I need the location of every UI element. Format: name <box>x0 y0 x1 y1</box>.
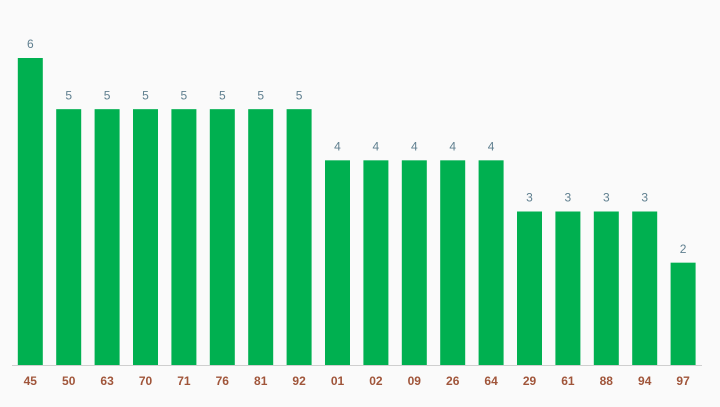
x-tick-label: 71 <box>177 374 191 388</box>
bar <box>555 211 581 365</box>
x-tick-label: 70 <box>139 374 153 388</box>
value-label: 4 <box>488 140 495 154</box>
x-tick-label: 81 <box>254 374 268 388</box>
x-tick-label: 45 <box>24 374 38 388</box>
value-label: 4 <box>373 140 380 154</box>
bar <box>248 109 274 366</box>
x-tick-label: 97 <box>676 374 690 388</box>
x-tick-label: 88 <box>600 374 614 388</box>
value-label: 3 <box>565 191 572 205</box>
value-label: 4 <box>411 140 418 154</box>
value-label: 4 <box>449 140 456 154</box>
value-label: 5 <box>142 88 149 102</box>
bar <box>517 211 542 365</box>
bar <box>593 211 619 365</box>
x-tick-label: 64 <box>484 374 498 388</box>
value-label: 5 <box>181 88 188 102</box>
bar <box>171 109 197 366</box>
bar <box>133 109 158 366</box>
x-tick-label: 94 <box>638 374 652 388</box>
x-tick-label: 63 <box>100 374 114 388</box>
value-label: 2 <box>680 242 687 256</box>
bar <box>286 109 312 366</box>
value-label: 4 <box>334 140 341 154</box>
x-tick-label: 09 <box>408 374 422 388</box>
bar <box>94 109 120 366</box>
value-label: 6 <box>27 37 34 51</box>
value-label: 3 <box>603 191 610 205</box>
value-label: 5 <box>65 88 72 102</box>
bar <box>440 160 466 365</box>
x-tick-label: 76 <box>216 374 230 388</box>
value-label: 5 <box>104 88 111 102</box>
bar <box>209 109 235 366</box>
bar <box>56 109 82 366</box>
bar <box>478 160 504 365</box>
value-label: 5 <box>219 88 226 102</box>
value-label: 5 <box>257 88 264 102</box>
value-label: 3 <box>526 191 533 205</box>
x-tick-label: 92 <box>292 374 306 388</box>
value-label: 5 <box>296 88 303 102</box>
x-tick-label: 29 <box>523 374 537 388</box>
bar <box>670 262 696 365</box>
bar <box>17 58 43 365</box>
value-label: 3 <box>641 191 648 205</box>
x-tick-label: 26 <box>446 374 460 388</box>
x-tick-label: 01 <box>331 374 345 388</box>
x-tick-label: 02 <box>369 374 383 388</box>
bar <box>325 160 350 365</box>
bar <box>401 160 427 365</box>
x-tick-label: 50 <box>62 374 76 388</box>
x-tick-label: 61 <box>561 374 575 388</box>
bar <box>632 211 658 365</box>
bar <box>363 160 389 365</box>
